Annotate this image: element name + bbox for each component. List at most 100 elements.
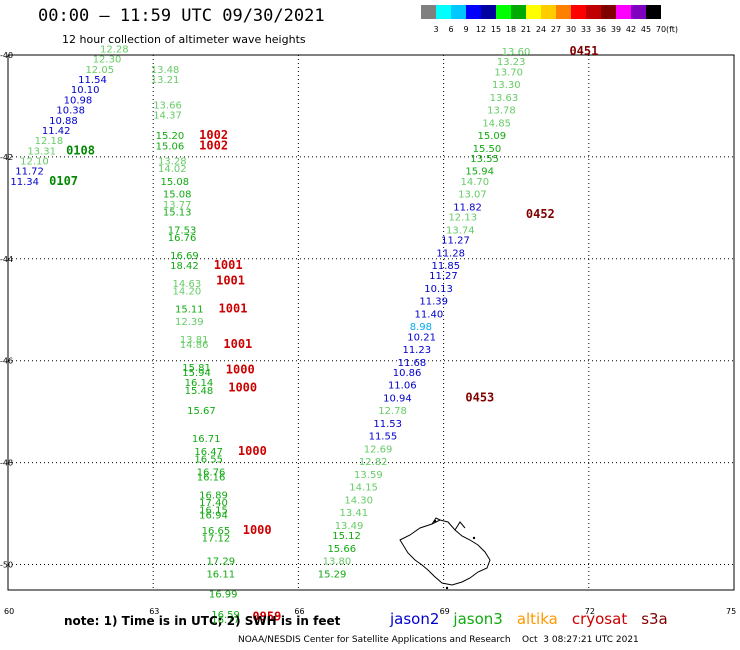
wave-height-value: 10.94 (383, 393, 412, 404)
wave-height-value: 11.82 (453, 202, 482, 213)
wave-height-value: 13.77 (163, 200, 192, 211)
wave-height-value: 14.86 (180, 340, 209, 351)
wave-height-value: 16.59 (211, 610, 240, 621)
wave-height-value: 15.06 (156, 141, 185, 152)
wave-height-value: 12.39 (175, 317, 204, 328)
islet (445, 586, 449, 590)
wave-height-value: 10.13 (424, 284, 453, 295)
wave-height-value: 14.63 (173, 279, 202, 290)
wave-height-value: 14.70 (461, 177, 490, 188)
wave-height-value: 11.27 (429, 271, 458, 282)
color-scale-swatch (511, 5, 526, 19)
map-subtitle: 12 hour collection of altimeter wave hei… (62, 33, 306, 46)
color-scale-swatch (526, 5, 541, 19)
wave-height-value: 12.28 (100, 44, 129, 55)
color-scale-label: 70 (655, 25, 667, 34)
wave-height-value: 16.71 (192, 434, 221, 445)
color-scale-swatch (616, 5, 631, 19)
color-scale-swatch (556, 5, 571, 19)
wave-height-value: 17.29 (206, 557, 235, 568)
longitude-tick-label: 75 (726, 607, 736, 616)
wave-height-value: 16.76 (197, 467, 226, 478)
wave-height-value: 13.81 (180, 335, 209, 346)
wave-height-value: 14.20 (173, 286, 202, 297)
legend-item-jason2: jason2 (390, 610, 440, 628)
legend-item-s3a: s3a (641, 610, 668, 628)
wave-height-value: 16.15 (199, 506, 228, 517)
wave-height-value: 16.77 (211, 615, 240, 626)
pass-time-label: 1000 (226, 362, 255, 376)
wave-height-value: 13.55 (470, 154, 499, 165)
wave-height-value: 16.16 (197, 472, 226, 483)
wave-height-value: 13.23 (497, 57, 526, 68)
color-scale-swatch (451, 5, 466, 19)
pass-time-label: 1000 (228, 380, 257, 394)
wave-height-value: 16.69 (170, 251, 199, 262)
pass-time-label: 0107 (49, 174, 78, 188)
longitude-tick-label: 72 (585, 607, 595, 616)
wave-height-value: 15.29 (318, 569, 347, 580)
wave-height-value: 13.41 (340, 508, 369, 519)
credit-line: NOAA/NESDIS Center for Satellite Applica… (238, 635, 639, 645)
wave-height-value: 16.76 (168, 233, 197, 244)
pass-time-label: 0108 (66, 143, 95, 157)
islet (472, 536, 476, 540)
wave-height-value: 12.78 (378, 406, 407, 417)
wave-height-value: 13.31 (27, 146, 56, 157)
latitude-tick-label: -42 (0, 153, 13, 162)
longitude-tick-label: 66 (294, 607, 304, 616)
kerguelen-coastline (399, 517, 491, 590)
latitude-tick-label: -48 (0, 459, 13, 468)
color-scale-label: 9 (463, 25, 469, 34)
wave-height-value: 11.55 (369, 432, 398, 443)
wave-height-value: 14.30 (344, 495, 373, 506)
wave-height-value: 15.67 (187, 406, 216, 417)
wave-height-value: 12.13 (448, 213, 477, 224)
wave-height-value: 13.30 (492, 80, 521, 91)
footnote: note: 1) Time is in UTC; 2) SWH is in fe… (64, 614, 341, 628)
color-scale-label: 15 (490, 25, 502, 34)
longitude-tick-label: 69 (440, 607, 450, 616)
wave-height-value: 10.98 (64, 95, 93, 106)
pass-time-label: 0451 (569, 44, 598, 58)
color-scale-label: 18 (505, 25, 517, 34)
wave-height-value: 14.15 (349, 483, 378, 494)
wave-height-value: 15.12 (332, 531, 361, 542)
color-scale-swatch (586, 5, 601, 19)
wave-height-value: 15.50 (473, 144, 502, 155)
wave-height-value: 10.10 (71, 85, 100, 96)
color-scale-label: 33 (580, 25, 592, 34)
wave-height-value: 11.39 (419, 297, 448, 308)
latitude-tick-label: -40 (0, 51, 13, 60)
wave-height-value: 13.60 (502, 47, 531, 58)
color-scale-label: 27 (550, 25, 562, 34)
wave-height-value: 10.38 (56, 106, 85, 117)
map-border (7, 54, 735, 591)
pass-time-label: 1001 (214, 258, 243, 272)
color-scale-label: 6 (448, 25, 454, 34)
wave-height-value: 11.40 (415, 309, 444, 320)
wave-height-value: 13.59 (354, 470, 383, 481)
wave-height-value: 15.94 (465, 167, 494, 178)
wave-height-value: 14.85 (482, 118, 511, 129)
wave-height-value: 11.34 (10, 177, 39, 188)
color-scale-swatch (601, 5, 616, 19)
color-scale-swatch (466, 5, 481, 19)
wave-height-value: 13.48 (151, 65, 180, 76)
wave-height-value: 11.53 (373, 419, 402, 430)
wave-height-value: 15.81 (182, 363, 211, 374)
wave-height-value: 16.55 (194, 455, 223, 466)
longitude-tick-label: 60 (4, 607, 14, 616)
color-scale-swatch (436, 5, 451, 19)
wave-height-value: 11.68 (398, 358, 427, 369)
color-scale-label: 21 (520, 25, 532, 34)
color-scale-swatch (631, 5, 646, 19)
wave-height-value: 17.40 (199, 498, 228, 509)
wave-height-value: 15.08 (163, 190, 192, 201)
wave-height-value: 10.21 (407, 332, 436, 343)
wave-height-value: 14.02 (158, 164, 187, 175)
legend-item-jason3: jason3 (453, 610, 503, 628)
pass-time-label: 0453 (465, 390, 494, 404)
wave-height-value: 16.94 (199, 511, 228, 522)
